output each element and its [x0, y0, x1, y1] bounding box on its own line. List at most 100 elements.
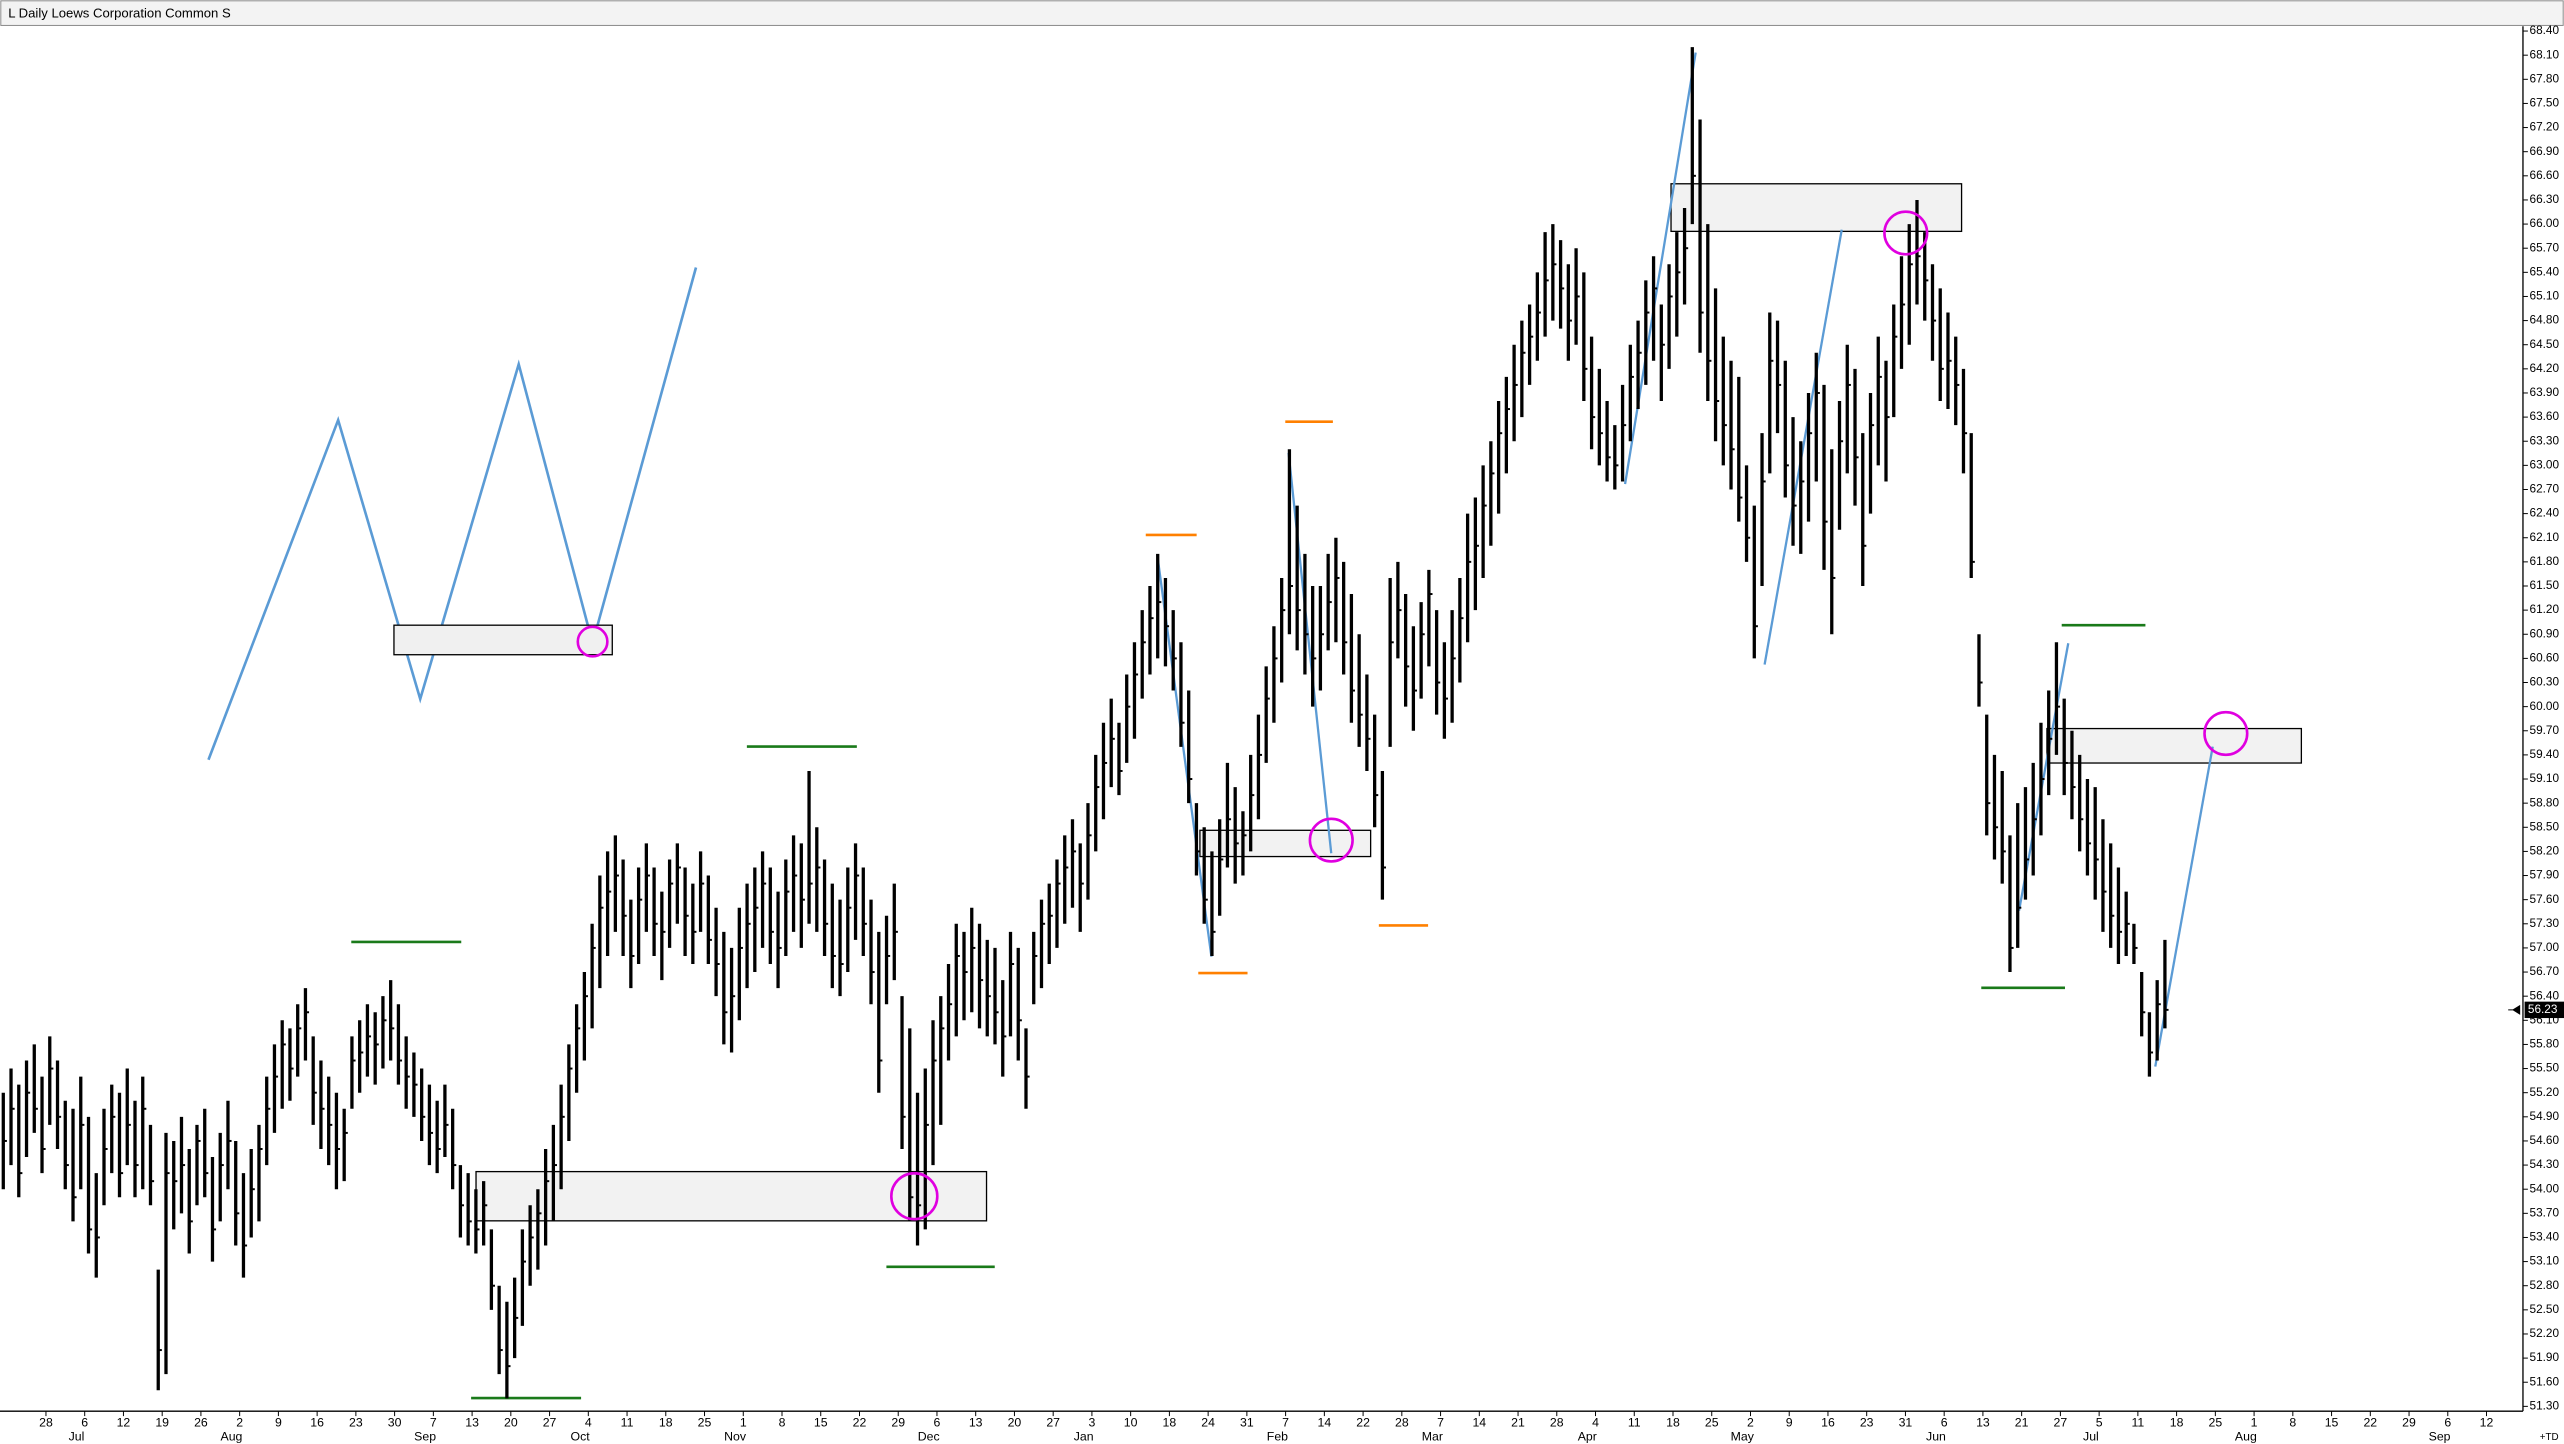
x-tick-label: 6 [934, 1416, 941, 1430]
last-price-label: 56.23 [2528, 1002, 2558, 1016]
signal-circle [1883, 210, 1929, 256]
x-tick-label: 12 [117, 1416, 131, 1430]
x-tick-label: 6 [1941, 1416, 1948, 1430]
x-tick-label: 1 [740, 1416, 747, 1430]
x-tick-label: 6 [81, 1416, 88, 1430]
x-month-label: May [1731, 1430, 1755, 1444]
y-tick-label: 54.90 [2530, 1109, 2560, 1123]
x-tick-label: 25 [2209, 1416, 2223, 1430]
y-tick-label: 66.30 [2530, 192, 2560, 206]
y-tick-label: 54.30 [2530, 1157, 2560, 1171]
y-tick-label: 63.30 [2530, 433, 2560, 447]
x-month-label: Sep [2429, 1430, 2451, 1444]
y-tick-label: 53.10 [2530, 1254, 2560, 1268]
x-tick-label: 21 [2015, 1416, 2029, 1430]
x-tick-label: 26 [194, 1416, 208, 1430]
x-tick-label: 22 [2363, 1416, 2377, 1430]
y-tick-label: 60.60 [2530, 651, 2560, 665]
y-tick-label: 56.70 [2530, 964, 2560, 978]
x-tick-label: 11 [2131, 1416, 2144, 1430]
y-tick-label: 51.90 [2530, 1350, 2560, 1364]
x-tick-label: 24 [1201, 1416, 1215, 1430]
x-tick-label: 18 [659, 1416, 673, 1430]
x-tick-label: 29 [2402, 1416, 2416, 1430]
signal-circle [1308, 817, 1354, 863]
x-tick-label: 31 [1240, 1416, 1254, 1430]
x-tick-label: 22 [1356, 1416, 1370, 1430]
signal-circle [576, 625, 609, 658]
x-tick-label: 16 [1821, 1416, 1835, 1430]
corner-label: +TD [2540, 1432, 2559, 1443]
x-tick-label: 7 [1437, 1416, 1444, 1430]
signal-circle [2203, 710, 2249, 757]
x-tick-label: 3 [1088, 1416, 1095, 1430]
x-tick-label: 11 [621, 1416, 634, 1430]
y-tick-label: 67.80 [2530, 71, 2560, 85]
y-tick-label: 63.00 [2530, 457, 2560, 471]
y-tick-label: 61.50 [2530, 578, 2560, 592]
x-tick-label: 29 [891, 1416, 905, 1430]
x-tick-label: 4 [1592, 1416, 1599, 1430]
y-tick-label: 62.10 [2530, 530, 2560, 544]
y-tick-label: 57.30 [2530, 916, 2560, 930]
x-tick-label: 6 [2444, 1416, 2451, 1430]
y-tick-label: 64.20 [2530, 361, 2560, 375]
y-tick-label: 67.20 [2530, 120, 2560, 134]
x-tick-label: 4 [585, 1416, 592, 1430]
x-tick-label: 28 [1395, 1416, 1409, 1430]
zone-box [2046, 727, 2303, 764]
x-tick-label: 20 [504, 1416, 518, 1430]
x-month-label: Apr [1578, 1430, 1597, 1444]
y-tick-label: 67.50 [2530, 96, 2560, 110]
y-tick-label: 68.10 [2530, 47, 2560, 61]
chart-title: L Daily Loews Corporation Common S [8, 5, 231, 20]
x-month-label: Jul [69, 1430, 85, 1444]
y-tick-label: 54.00 [2530, 1181, 2560, 1195]
x-tick-label: 21 [1511, 1416, 1525, 1430]
price-bars [1, 47, 2169, 1399]
x-month-label: Dec [918, 1430, 940, 1444]
y-tick-label: 54.60 [2530, 1133, 2560, 1147]
x-tick-label: 27 [1046, 1416, 1060, 1430]
x-tick-label: 30 [388, 1416, 402, 1430]
x-tick-label: 7 [1282, 1416, 1289, 1430]
x-tick-label: 8 [2289, 1416, 2296, 1430]
x-tick-label: 13 [1976, 1416, 1990, 1430]
axes: 51.30 51.60 51.90 52.20 52.50 52.80 53.10 53.40… [39, 23, 2564, 1444]
annotations-top [890, 210, 2249, 1221]
x-tick-label: 22 [853, 1416, 867, 1430]
y-tick-label: 56.40 [2530, 988, 2560, 1002]
y-tick-label: 65.10 [2530, 289, 2560, 303]
x-tick-label: 25 [1705, 1416, 1719, 1430]
zone-box [1199, 829, 1372, 858]
y-tick-label: 66.00 [2530, 216, 2560, 230]
x-tick-label: 23 [1860, 1416, 1874, 1430]
y-tick-label: 57.00 [2530, 940, 2560, 954]
pattern-sketch [207, 267, 698, 761]
x-tick-label: 7 [430, 1416, 437, 1430]
x-tick-label: 12 [2480, 1416, 2494, 1430]
y-tick-label: 55.20 [2530, 1085, 2560, 1099]
x-month-label: Sep [414, 1430, 436, 1444]
x-tick-label: 27 [2054, 1416, 2068, 1430]
x-tick-label: 13 [465, 1416, 479, 1430]
x-tick-label: 28 [39, 1416, 53, 1430]
y-tick-label: 59.70 [2530, 723, 2560, 737]
y-tick-label: 61.80 [2530, 554, 2560, 568]
x-tick-label: 18 [1163, 1416, 1177, 1430]
y-tick-label: 51.30 [2530, 1398, 2560, 1412]
y-tick-label: 68.40 [2530, 23, 2560, 37]
y-tick-label: 53.40 [2530, 1230, 2560, 1244]
x-tick-label: 18 [2170, 1416, 2184, 1430]
x-tick-label: 20 [1008, 1416, 1022, 1430]
x-month-label: Feb [1267, 1430, 1288, 1444]
y-tick-label: 63.60 [2530, 409, 2560, 423]
y-tick-label: 60.90 [2530, 626, 2560, 640]
x-tick-label: 14 [1472, 1416, 1486, 1430]
x-tick-label: 23 [349, 1416, 363, 1430]
y-tick-label: 60.30 [2530, 675, 2560, 689]
zone-box [393, 624, 613, 656]
x-tick-label: 11 [1628, 1416, 1641, 1430]
x-tick-label: 14 [1318, 1416, 1332, 1430]
